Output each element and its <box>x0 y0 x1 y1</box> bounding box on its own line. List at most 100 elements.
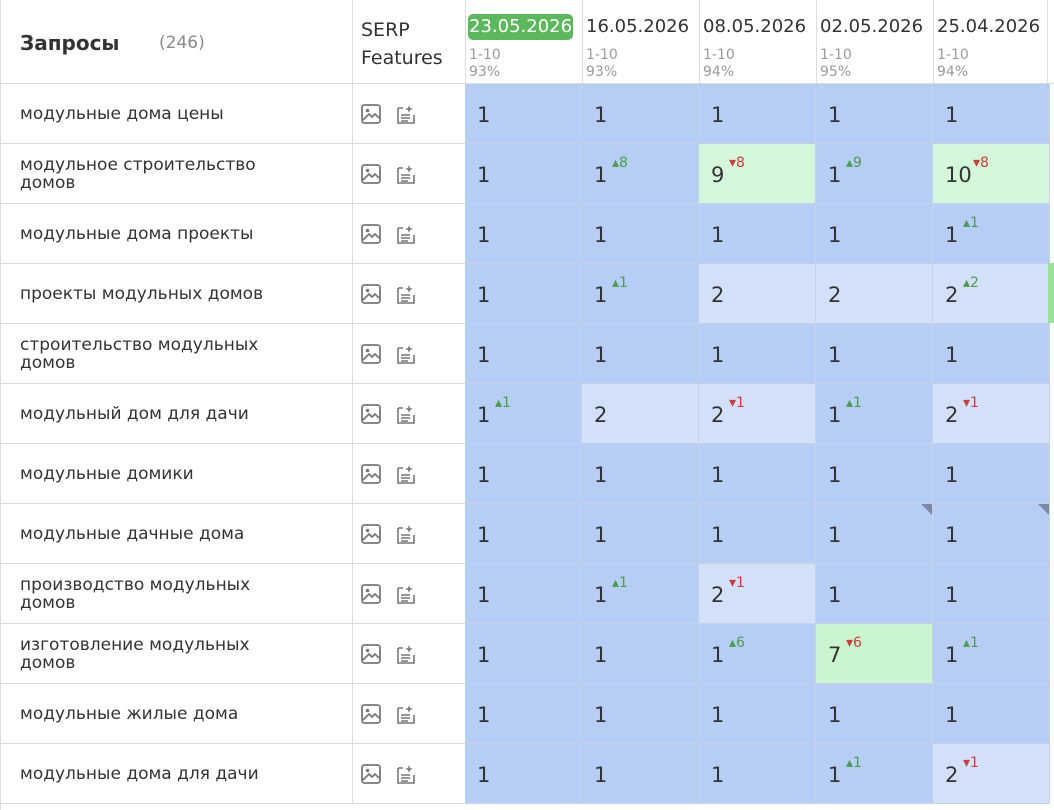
query-cell[interactable]: модульные дома проекты <box>0 204 352 264</box>
featured-snippet-icon[interactable] <box>395 343 417 365</box>
query-text[interactable]: строительство модульных домов <box>20 334 259 373</box>
position-cell[interactable]: 1 <box>465 744 582 804</box>
position-cell[interactable]: 1 <box>816 444 933 504</box>
date-column-header[interactable]: 23.05.2026 1-10 93% <box>465 0 582 83</box>
query-cell[interactable]: изготовление модульных домов <box>0 624 352 684</box>
cell-note-marker[interactable] <box>921 504 932 515</box>
position-cell[interactable]: 1 <box>699 504 816 564</box>
position-cell[interactable]: 2 ▴2 <box>933 264 1050 324</box>
date-label-active[interactable]: 23.05.2026 <box>468 14 574 40</box>
image-icon[interactable] <box>360 103 382 125</box>
date-label[interactable]: 16.05.2026 <box>586 16 690 37</box>
featured-snippet-icon[interactable] <box>395 403 417 425</box>
query-text[interactable]: изготовление модульных домов <box>20 634 250 673</box>
position-cell[interactable]: 1 <box>465 144 582 204</box>
date-label[interactable]: 08.05.2026 <box>703 16 807 37</box>
position-cell[interactable]: 1 <box>816 684 933 744</box>
query-text[interactable]: модульные дачные дома <box>20 523 245 544</box>
position-cell[interactable]: 1 <box>816 564 933 624</box>
position-cell[interactable]: 9 ▾8 <box>699 144 816 204</box>
position-cell[interactable]: 2 ▾1 <box>933 744 1050 804</box>
position-cell[interactable]: 1 <box>582 84 699 144</box>
date-column-header[interactable]: 08.05.2026 1-10 94% <box>699 0 816 83</box>
image-icon[interactable] <box>360 403 382 425</box>
query-cell[interactable]: модульные дачные дома <box>0 504 352 564</box>
featured-snippet-icon[interactable] <box>395 763 417 785</box>
position-cell[interactable]: 1 <box>582 204 699 264</box>
query-cell[interactable]: модульные дома для дачи <box>0 744 352 804</box>
position-cell[interactable]: 1 ▴1 <box>933 204 1050 264</box>
image-icon[interactable] <box>360 283 382 305</box>
position-cell[interactable]: 1 <box>933 444 1050 504</box>
position-cell[interactable]: 1 <box>465 204 582 264</box>
position-cell[interactable]: 1 <box>582 504 699 564</box>
query-text[interactable]: модульные дома проекты <box>20 223 254 244</box>
position-cell[interactable]: 1 <box>933 504 1050 564</box>
position-cell[interactable]: 1 ▴9 <box>816 144 933 204</box>
image-icon[interactable] <box>360 163 382 185</box>
position-cell[interactable]: 7 ▾6 <box>816 624 933 684</box>
date-column-header[interactable]: 02.05.2026 1-10 95% <box>816 0 933 83</box>
image-icon[interactable] <box>360 583 382 605</box>
query-text[interactable]: модульные дома для дачи <box>20 763 259 784</box>
featured-snippet-icon[interactable] <box>395 583 417 605</box>
featured-snippet-icon[interactable] <box>395 703 417 725</box>
position-cell[interactable]: 1 <box>582 684 699 744</box>
image-icon[interactable] <box>360 223 382 245</box>
query-text[interactable]: производство модульных домов <box>20 574 251 613</box>
position-cell[interactable]: 1 <box>465 264 582 324</box>
position-cell[interactable]: 1 ▴1 <box>816 744 933 804</box>
position-cell[interactable]: 1 <box>465 324 582 384</box>
image-icon[interactable] <box>360 643 382 665</box>
position-cell[interactable]: 1 <box>933 324 1050 384</box>
featured-snippet-icon[interactable] <box>395 283 417 305</box>
query-cell[interactable]: производство модульных домов <box>0 564 352 624</box>
position-cell[interactable]: 2 ▾1 <box>933 384 1050 444</box>
query-cell[interactable]: модульные домики <box>0 444 352 504</box>
date-column-header[interactable]: 16.05.2026 1-10 93% <box>582 0 699 83</box>
position-cell[interactable]: 1 <box>699 684 816 744</box>
position-cell[interactable]: 1 ▴8 <box>582 144 699 204</box>
position-cell[interactable]: 1 <box>465 564 582 624</box>
position-cell[interactable]: 1 <box>582 324 699 384</box>
position-cell[interactable]: 10 ▾8 <box>933 144 1050 204</box>
position-cell[interactable]: 1 <box>933 684 1050 744</box>
image-icon[interactable] <box>360 703 382 725</box>
position-cell[interactable]: 2 ▾1 <box>699 384 816 444</box>
query-cell[interactable]: проекты модульных домов <box>0 264 352 324</box>
position-cell[interactable]: 1 <box>465 504 582 564</box>
position-cell[interactable]: 1 <box>465 84 582 144</box>
date-label[interactable]: 25.04.2026 <box>937 16 1041 37</box>
position-cell[interactable]: 1 ▴6 <box>699 624 816 684</box>
image-icon[interactable] <box>360 523 382 545</box>
featured-snippet-icon[interactable] <box>395 463 417 485</box>
position-cell[interactable]: 1 <box>582 744 699 804</box>
position-cell[interactable]: 1 <box>933 84 1050 144</box>
query-text[interactable]: модульные дома цены <box>20 103 224 124</box>
query-cell[interactable]: модульный дом для дачи <box>0 384 352 444</box>
position-cell[interactable]: 1 <box>699 204 816 264</box>
position-cell[interactable]: 1 ▴1 <box>816 384 933 444</box>
position-cell[interactable]: 1 <box>816 504 933 564</box>
position-cell[interactable]: 2 <box>582 384 699 444</box>
position-cell[interactable]: 1 <box>465 444 582 504</box>
query-cell[interactable]: модульное строительство домов <box>0 144 352 204</box>
cell-note-marker[interactable] <box>1038 504 1049 515</box>
query-cell[interactable]: модульные жилые дома <box>0 684 352 744</box>
position-cell[interactable]: 1 <box>816 84 933 144</box>
position-cell[interactable]: 2 <box>699 264 816 324</box>
featured-snippet-icon[interactable] <box>395 163 417 185</box>
image-icon[interactable] <box>360 343 382 365</box>
query-text[interactable]: проекты модульных домов <box>20 283 264 304</box>
query-cell[interactable]: модульные дома цены <box>0 84 352 144</box>
position-cell[interactable]: 1 ▴1 <box>582 264 699 324</box>
position-cell[interactable]: 2 <box>816 264 933 324</box>
date-label[interactable]: 02.05.2026 <box>820 16 924 37</box>
position-cell[interactable]: 1 <box>816 324 933 384</box>
position-cell[interactable]: 1 ▴1 <box>465 384 582 444</box>
query-text[interactable]: модульный дом для дачи <box>20 403 249 424</box>
featured-snippet-icon[interactable] <box>395 103 417 125</box>
position-cell[interactable]: 1 <box>933 564 1050 624</box>
position-cell[interactable]: 1 <box>816 204 933 264</box>
featured-snippet-icon[interactable] <box>395 643 417 665</box>
